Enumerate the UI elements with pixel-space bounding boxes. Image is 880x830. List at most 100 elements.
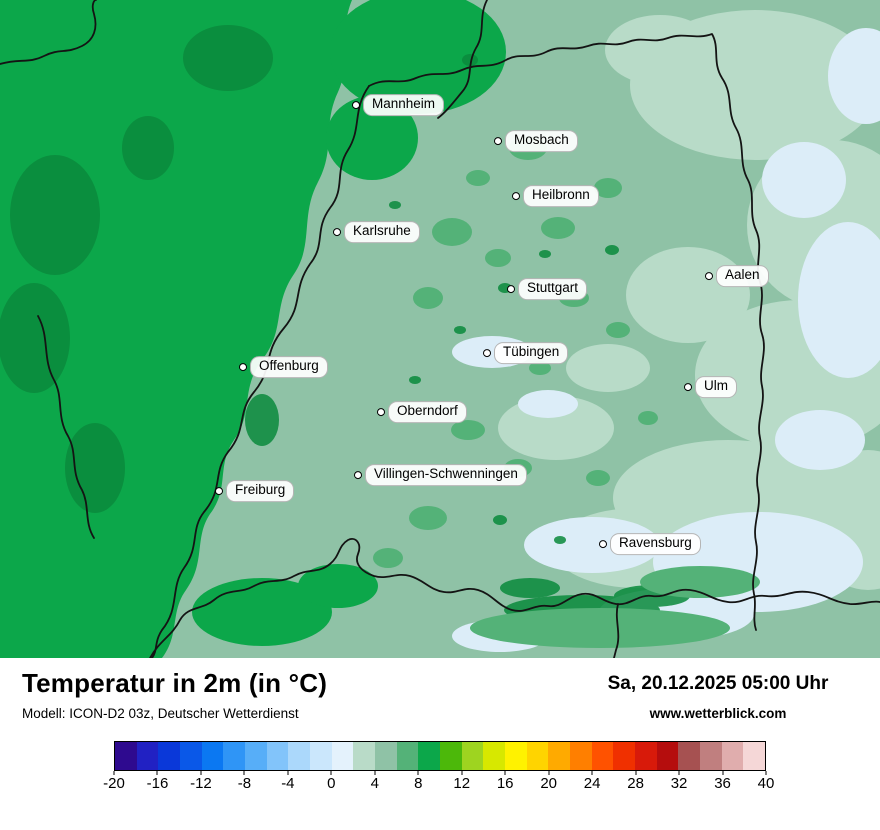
- colorbar-block: [700, 742, 722, 770]
- colorbar-tick-mark: [591, 771, 593, 775]
- colorbar-ticks: -20 -16 -12 -8 -4 0 4 8 12 16 20 24 28 32 36 40: [103, 771, 774, 799]
- colorbar-block: [526, 742, 549, 770]
- colorbar-block: [743, 742, 766, 770]
- city-dot: [705, 272, 713, 280]
- colorbar-tick-label: -12: [190, 775, 212, 792]
- city-marker-aalen: Aalen: [705, 265, 769, 287]
- city-dot: [377, 408, 385, 416]
- colorbar-tick-mark: [287, 771, 289, 775]
- colorbar-block: [505, 742, 527, 770]
- city-dot: [215, 487, 223, 495]
- city-label: Aalen: [716, 265, 769, 287]
- colorbar-tick-label: 20: [540, 775, 557, 792]
- colorbar-block: [396, 742, 419, 770]
- city-marker-mosbach: Mosbach: [494, 130, 578, 152]
- colorbar-block: [375, 742, 397, 770]
- city-marker-karlsruhe: Karlsruhe: [333, 221, 420, 243]
- colorbar-tick-label: 4: [370, 775, 379, 792]
- colorbar-tick-label: 0: [327, 775, 336, 792]
- colorbar-block: [136, 742, 159, 770]
- border-south-branch: [613, 603, 620, 658]
- colorbar-tick-label: 32: [670, 775, 688, 792]
- city-marker-ulm: Ulm: [684, 376, 737, 398]
- colorbar-block: [418, 742, 441, 770]
- city-dot: [354, 471, 362, 479]
- colorbar-tick-mark: [548, 771, 550, 775]
- colorbar-block: [440, 742, 462, 770]
- colorbar-block: [201, 742, 224, 770]
- city-label: Villingen-Schwenningen: [365, 464, 527, 486]
- colorbar-block: [548, 742, 571, 770]
- datetime-block: Sa, 20.12.2025 05:00 Uhr www.wetterblick…: [578, 668, 858, 721]
- title-row: Temperatur in 2m (in °C) Modell: ICON-D2…: [22, 668, 858, 721]
- colorbar-block: [353, 742, 376, 770]
- colorbar-block: [483, 742, 506, 770]
- city-marker-stuttgart: Stuttgart: [507, 278, 588, 300]
- colorbar-block: [570, 742, 592, 770]
- colorbar-block: [245, 742, 267, 770]
- colorbar-block: [721, 742, 744, 770]
- city-dot: [507, 285, 515, 293]
- model-info: Modell: ICON-D2 03z, Deutscher Wetterdie…: [22, 706, 299, 721]
- colorbar-tick-label: -20: [103, 775, 125, 792]
- city-label: Karlsruhe: [344, 221, 420, 243]
- colorbar-block: [591, 742, 614, 770]
- title-block: Temperatur in 2m (in °C) Modell: ICON-D2…: [22, 668, 327, 721]
- colorbar-block: [115, 742, 137, 770]
- colorbar-tick-label: 16: [496, 775, 514, 792]
- colorbar-block: [223, 742, 246, 770]
- city-dot: [483, 349, 491, 357]
- map-cities: Mannheim Mosbach Heilbronn Karlsruhe Stuttga…: [215, 94, 769, 555]
- city-label: Oberndorf: [388, 401, 467, 423]
- city-marker-oberndorf: Oberndorf: [377, 401, 467, 423]
- border-top-left: [0, 0, 97, 65]
- border-south-swiss: [149, 538, 880, 658]
- city-marker-ravensburg: Ravensburg: [599, 533, 701, 555]
- colorbar-tick-mark: [330, 771, 332, 775]
- city-label: Tübingen: [494, 342, 569, 364]
- border-north-center: [437, 0, 488, 119]
- city-marker-tubingen: Tübingen: [483, 342, 569, 364]
- colorbar-block: [310, 742, 332, 770]
- colorbar-block: [331, 742, 354, 770]
- city-label: Ulm: [695, 376, 737, 398]
- weather-map: Mannheim Mosbach Heilbronn Karlsruhe Stuttga…: [0, 0, 880, 658]
- colorbar-tick-label: 40: [757, 775, 775, 792]
- colorbar-tick-label: 8: [414, 775, 423, 792]
- colorbar-tick-label: 24: [583, 775, 601, 792]
- colorbar-tick-mark: [374, 771, 376, 775]
- city-label: Mannheim: [363, 94, 445, 116]
- colorbar-block: [288, 742, 311, 770]
- city-marker-mannheim: Mannheim: [352, 94, 445, 116]
- city-label: Mosbach: [505, 130, 578, 152]
- colorbar-tick-mark: [504, 771, 506, 775]
- colorbar-tick-label: -16: [146, 775, 169, 792]
- city-label: Offenburg: [250, 356, 328, 378]
- border-lines: [0, 0, 880, 658]
- city-dot: [512, 192, 520, 200]
- colorbar-block: [678, 742, 701, 770]
- city-marker-villingen-schwenningen: Villingen-Schwenningen: [354, 464, 527, 486]
- colorbar-block: [180, 742, 202, 770]
- city-label: Freiburg: [226, 480, 295, 502]
- colorbar-tick-mark: [722, 771, 724, 775]
- colorbar-tick-mark: [635, 771, 637, 775]
- city-dot: [352, 101, 360, 109]
- city-dot: [599, 540, 607, 548]
- dark-green-patches: [0, 25, 690, 625]
- map-title: Temperatur in 2m (in °C): [22, 668, 328, 698]
- colorbar-tick-label: 36: [714, 775, 731, 792]
- border-left-inner: [37, 315, 95, 539]
- website-url: www.wetterblick.com: [649, 706, 787, 721]
- city-label: Stuttgart: [518, 278, 588, 300]
- city-dot: [239, 363, 247, 371]
- colorbar-block: [266, 742, 289, 770]
- colorbar-tick-label: 28: [627, 775, 644, 792]
- colorbar-block: [613, 742, 636, 770]
- colorbar-tick-mark: [243, 771, 245, 775]
- colorbar-tick-mark: [461, 771, 463, 775]
- colorbar-blocks: [114, 741, 766, 771]
- city-dot: [684, 383, 692, 391]
- city-label: Heilbronn: [523, 185, 599, 207]
- colorbar-tick-mark: [765, 771, 767, 775]
